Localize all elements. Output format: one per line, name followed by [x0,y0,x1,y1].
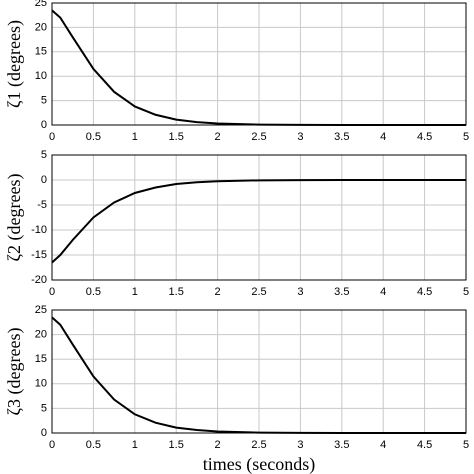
data-line [51,9,466,126]
x-tick-label: 2.5 [251,286,266,298]
x-tick-label: 3.5 [334,439,349,451]
y-tick-label: 10 [35,378,47,390]
x-tick-label: 1.5 [169,439,184,451]
x-tick-label: 5 [463,439,469,451]
x-tick-label: 3 [297,439,303,451]
x-tick-label: 2 [215,439,221,451]
y-axis-label: ζ1 (degrees) [4,20,25,108]
x-tick-label: 2.5 [251,439,266,451]
y-tick-label: -5 [37,199,47,211]
x-tick-label: 2.5 [251,131,266,143]
y-tick-label: 15 [35,46,47,58]
y-tick-label: 10 [35,70,47,82]
x-tick-label: 4.5 [417,286,432,298]
x-tick-label: 1 [132,286,138,298]
x-tick-label: 0.5 [86,286,101,298]
x-tick-label: 2 [215,286,221,298]
x-tick-label: 4.5 [417,439,432,451]
plot-frame [51,154,467,281]
x-tick-label: 3.5 [334,286,349,298]
x-axis-label: times (seconds) [203,454,315,474]
x-tick-label: 1.5 [169,286,184,298]
x-tick-label: 3 [297,131,303,143]
x-tick-label: 4 [380,286,386,298]
y-tick-label: 15 [35,353,47,365]
y-tick-label: 5 [41,402,47,414]
y-tick-label: -20 [31,274,47,286]
x-tick-label: 0.5 [86,439,101,451]
y-tick-label: 0 [41,174,47,186]
x-tick-label: 0.5 [86,131,101,143]
x-tick-label: 3.5 [334,131,349,143]
data-line [51,179,466,264]
y-tick-label: 20 [35,21,47,33]
y-tick-label: 25 [35,304,47,316]
y-tick-label: -15 [31,249,47,261]
x-tick-label: 4 [380,131,386,143]
x-tick-label: 0 [49,439,55,451]
x-tick-label: 0 [49,286,55,298]
x-tick-label: 4.5 [417,131,432,143]
y-tick-label: 0 [41,119,47,131]
y-tick-label: -10 [31,224,47,236]
y-tick-label: 5 [41,149,47,161]
x-tick-label: 1 [132,439,138,451]
x-tick-label: 4 [380,439,386,451]
x-tick-label: 5 [463,131,469,143]
data-line [51,316,466,434]
y-tick-label: 0 [41,427,47,439]
y-axis-label: ζ3 (degrees) [4,328,25,416]
y-tick-label: 25 [35,0,47,9]
x-tick-label: 0 [49,131,55,143]
x-tick-label: 1 [132,131,138,143]
y-tick-label: 20 [35,329,47,341]
x-tick-label: 2 [215,131,221,143]
x-tick-label: 3 [297,286,303,298]
y-axis-label: ζ2 (degrees) [4,174,25,262]
x-tick-label: 1.5 [169,131,184,143]
y-tick-label: 5 [41,95,47,107]
x-tick-label: 5 [463,286,469,298]
